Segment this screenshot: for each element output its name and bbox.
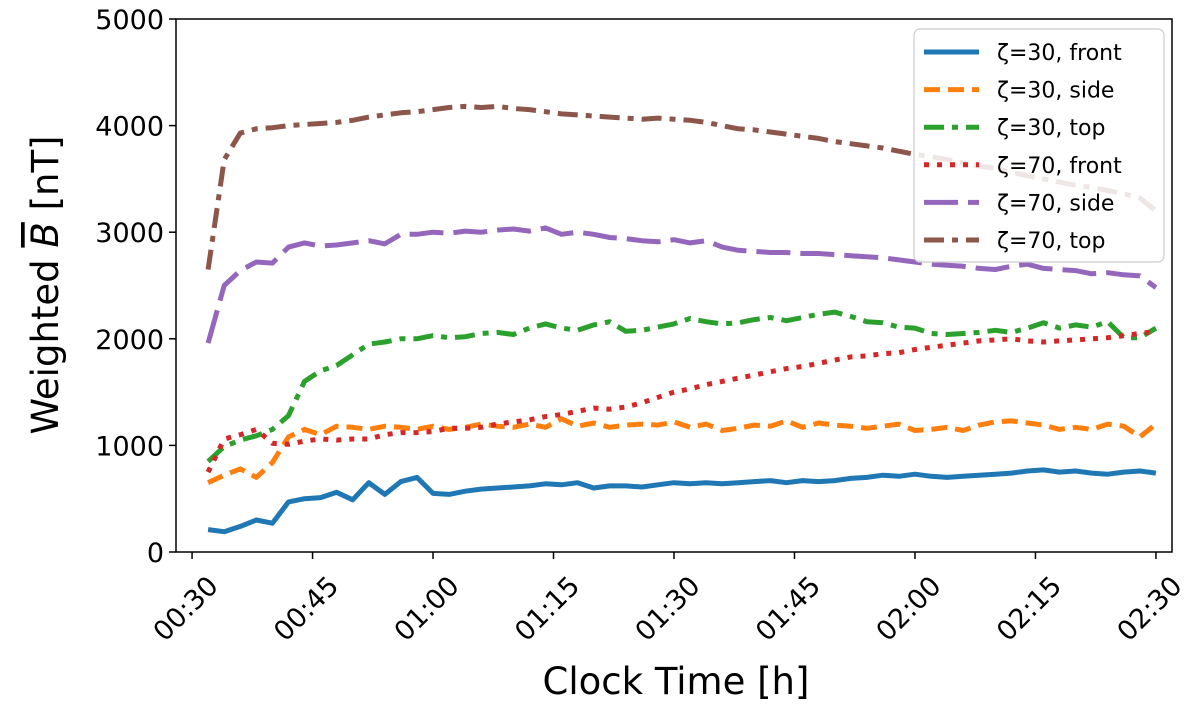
series-line-1 — [207, 467, 1157, 535]
y-tick-label: 5000 — [95, 5, 164, 36]
series-line-3 — [206, 309, 1158, 464]
y-axis-title-symbol: B — [24, 222, 67, 247]
x-tick-label: 02:15 — [991, 571, 1068, 648]
legend-label: ζ=30, front — [997, 41, 1122, 66]
x-tick-label: 02:00 — [871, 571, 948, 648]
series-layer — [205, 103, 1158, 535]
legend-label: ζ=30, side — [997, 79, 1114, 104]
x-axis-title: Clock Time [h] — [543, 660, 810, 703]
legend-label: ζ=70, front — [997, 154, 1122, 179]
x-tick-label: 01:00 — [389, 571, 466, 648]
y-tick-label: 0 — [147, 538, 164, 569]
x-tick-label: 00:45 — [268, 571, 345, 648]
y-axis-title: Weighted B [nT] — [24, 136, 67, 435]
series-line-4 — [205, 328, 1157, 474]
series-line-6 — [205, 103, 1158, 270]
legend-label: ζ=70, top — [997, 229, 1105, 254]
legend-label: ζ=30, top — [997, 116, 1105, 141]
y-tick-label: 3000 — [95, 218, 164, 249]
legend: ζ=30, front ζ=30, side ζ=30, top ζ=70, fron… — [913, 28, 1165, 263]
x-tick-label: 02:30 — [1112, 571, 1189, 648]
x-tick-label: 01:30 — [630, 571, 707, 648]
y-axis-title-prefix: Weighted — [24, 248, 67, 435]
x-tick-label: 01:15 — [509, 571, 586, 648]
y-tick-label: 4000 — [95, 112, 164, 143]
y-axis-title-suffix: [nT] — [24, 136, 67, 223]
legend-label: ζ=70, side — [997, 191, 1114, 216]
x-tick-label: 01:45 — [750, 571, 827, 648]
x-tick-label: 00:30 — [148, 571, 225, 648]
y-tick-label: 1000 — [95, 431, 164, 462]
series-line-2 — [207, 416, 1158, 485]
series-line-5 — [205, 225, 1158, 344]
y-tick-label: 2000 — [95, 325, 164, 356]
